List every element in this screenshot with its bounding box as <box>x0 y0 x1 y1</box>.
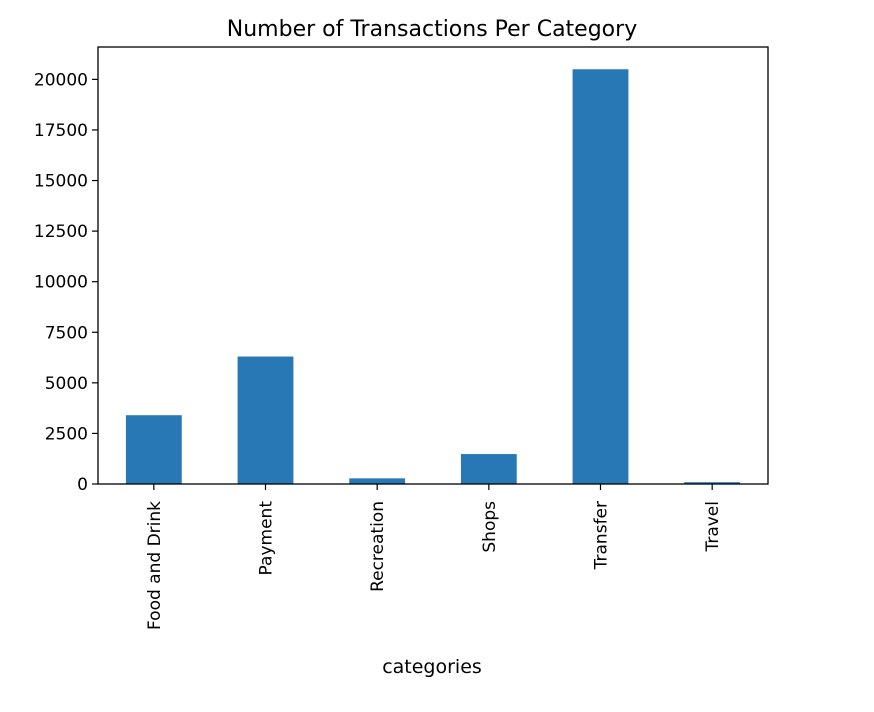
y-tick-label: 2500 <box>45 424 88 444</box>
bars <box>125 69 741 484</box>
bar-recreation <box>349 478 406 484</box>
x-tick-label: Food and Drink <box>145 501 165 630</box>
x-tick-label: Travel <box>703 501 723 553</box>
bar-food-and-drink <box>125 415 182 484</box>
y-tick-label: 17500 <box>34 121 88 141</box>
x-axis: Food and Drink Payment Recreation Shops Tran… <box>145 484 723 630</box>
x-tick-label: Shops <box>480 501 500 553</box>
bar-shops <box>460 454 517 484</box>
bar-payment <box>237 356 294 484</box>
x-axis-label: categories <box>382 656 482 678</box>
bar-travel <box>684 482 741 484</box>
y-tick-label: 5000 <box>45 374 88 394</box>
bar-transfer <box>572 69 629 484</box>
y-tick-label: 7500 <box>45 323 88 343</box>
chart-title: Number of Transactions Per Category <box>227 17 637 42</box>
y-tick-label: 10000 <box>34 273 88 293</box>
y-tick-label: 12500 <box>34 222 88 242</box>
x-tick-label: Transfer <box>592 501 612 570</box>
plot-area: 0 2500 5000 7500 10000 12500 15000 17500 20000 F… <box>34 46 769 630</box>
y-axis: 0 2500 5000 7500 10000 12500 15000 17500 20000 <box>34 70 98 495</box>
y-tick-label: 0 <box>77 475 88 495</box>
plot-frame <box>97 46 769 485</box>
y-tick-label: 15000 <box>34 172 88 192</box>
x-tick-label: Recreation <box>368 501 388 592</box>
x-tick-label: Payment <box>257 501 277 576</box>
y-tick-label: 20000 <box>34 70 88 90</box>
